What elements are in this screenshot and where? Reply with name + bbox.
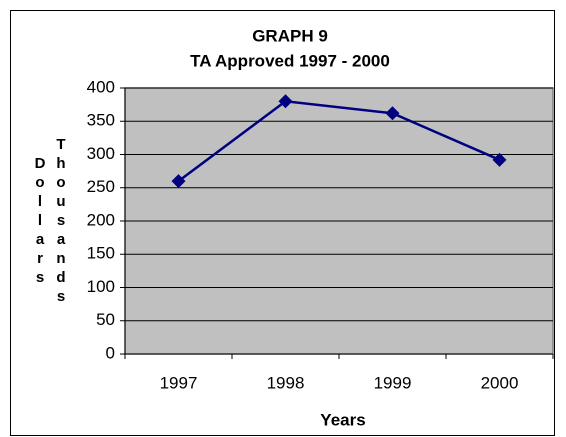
y-tick-label: 100 <box>87 277 115 296</box>
line <box>177 100 500 183</box>
marker <box>385 106 400 121</box>
marker <box>171 174 186 189</box>
y-tick-label: 50 <box>96 310 115 329</box>
x-axis-label: Years <box>320 410 365 429</box>
y-tick-label: 0 <box>106 343 115 362</box>
x-tick-label: 1999 <box>374 373 412 392</box>
y-tick-label: 350 <box>87 111 115 130</box>
marker <box>278 94 293 109</box>
x-tick-label: 1998 <box>267 373 305 392</box>
chart-title: GRAPH 9 <box>252 26 328 45</box>
y-tick-label: 150 <box>87 244 115 263</box>
y-tick-label: 300 <box>87 144 115 163</box>
x-tick-label: 2000 <box>481 373 519 392</box>
chart-subtitle: TA Approved 1997 - 2000 <box>190 51 390 70</box>
y-tick-label: 400 <box>87 77 115 96</box>
y-tick-label: 200 <box>87 210 115 229</box>
marker <box>492 152 507 167</box>
y-tick-label: 250 <box>87 177 115 196</box>
x-tick-label: 1997 <box>160 373 198 392</box>
